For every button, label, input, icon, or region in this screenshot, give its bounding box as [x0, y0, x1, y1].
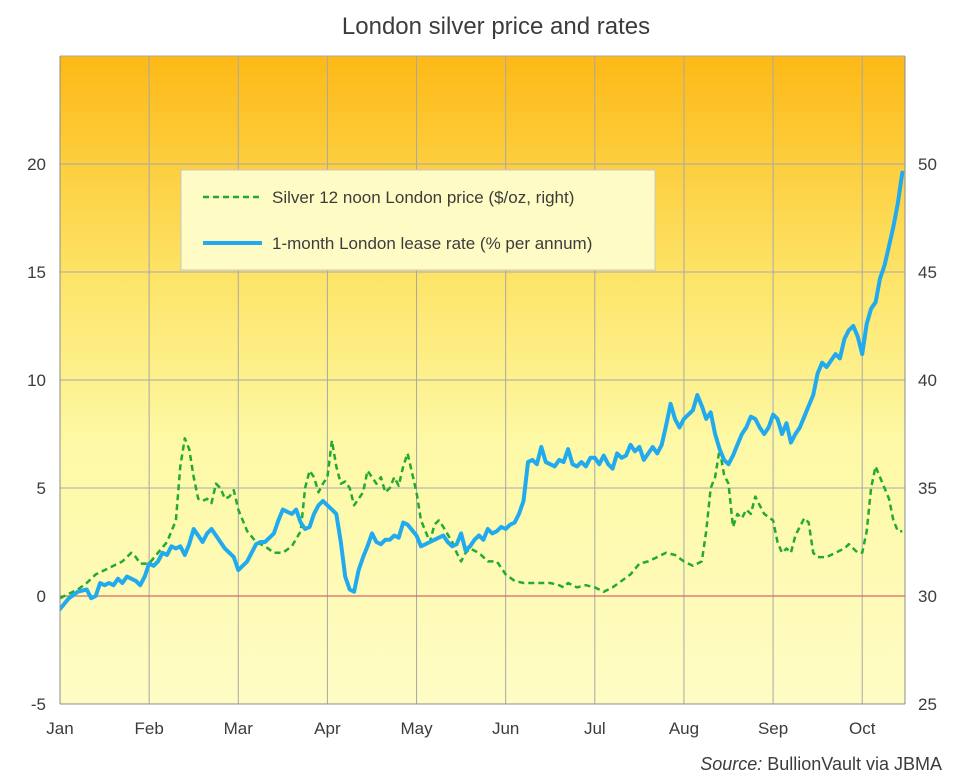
source-text: BullionVault via JBMA	[767, 754, 942, 774]
x-tick-label: Mar	[224, 719, 254, 738]
y-left-tick-label: 10	[27, 371, 46, 390]
y-right-tick-label: 25	[918, 695, 937, 714]
y-right-tick-label: 35	[918, 479, 937, 498]
x-tick-label: Sep	[758, 719, 788, 738]
x-tick-label: Jan	[46, 719, 73, 738]
chart-title: London silver price and rates	[342, 13, 650, 40]
y-right-tick-label: 40	[918, 371, 937, 390]
y-left-tick-label: 15	[27, 263, 46, 282]
y-left-tick-label: -5	[31, 695, 46, 714]
x-tick-label: Oct	[849, 719, 876, 738]
y-right-tick-label: 45	[918, 263, 937, 282]
y-left-tick-label: 0	[37, 587, 46, 606]
y-right-tick-label: 30	[918, 587, 937, 606]
series-line-silver-price	[60, 437, 903, 600]
x-tick-label: Jun	[492, 719, 519, 738]
series-group	[60, 170, 905, 611]
axes: Jan Feb Mar Apr May Jun Jul Aug Sep Oct -5 0 5 10 15 20…	[27, 56, 937, 738]
x-tick-label: Jul	[584, 719, 606, 738]
y-right-tick-label: 50	[918, 155, 937, 174]
source-note: Source: BullionVault via JBMA	[700, 754, 942, 774]
x-tick-label: Apr	[314, 719, 341, 738]
series-line-lease-rate	[60, 170, 905, 611]
source-label: Source:	[700, 754, 762, 774]
y-left-tick-label: 5	[37, 479, 46, 498]
legend-label-silver-price: Silver 12 noon London price ($/oz, right…	[272, 188, 574, 207]
legend-label-lease-rate: 1-month London lease rate (% per annum)	[272, 234, 592, 253]
x-tick-label: May	[400, 719, 433, 738]
x-tick-label: Feb	[134, 719, 163, 738]
legend-box	[180, 169, 656, 271]
legend: Silver 12 noon London price ($/oz, right…	[180, 169, 656, 271]
x-tick-label: Aug	[669, 719, 699, 738]
y-left-tick-label: 20	[27, 155, 46, 174]
